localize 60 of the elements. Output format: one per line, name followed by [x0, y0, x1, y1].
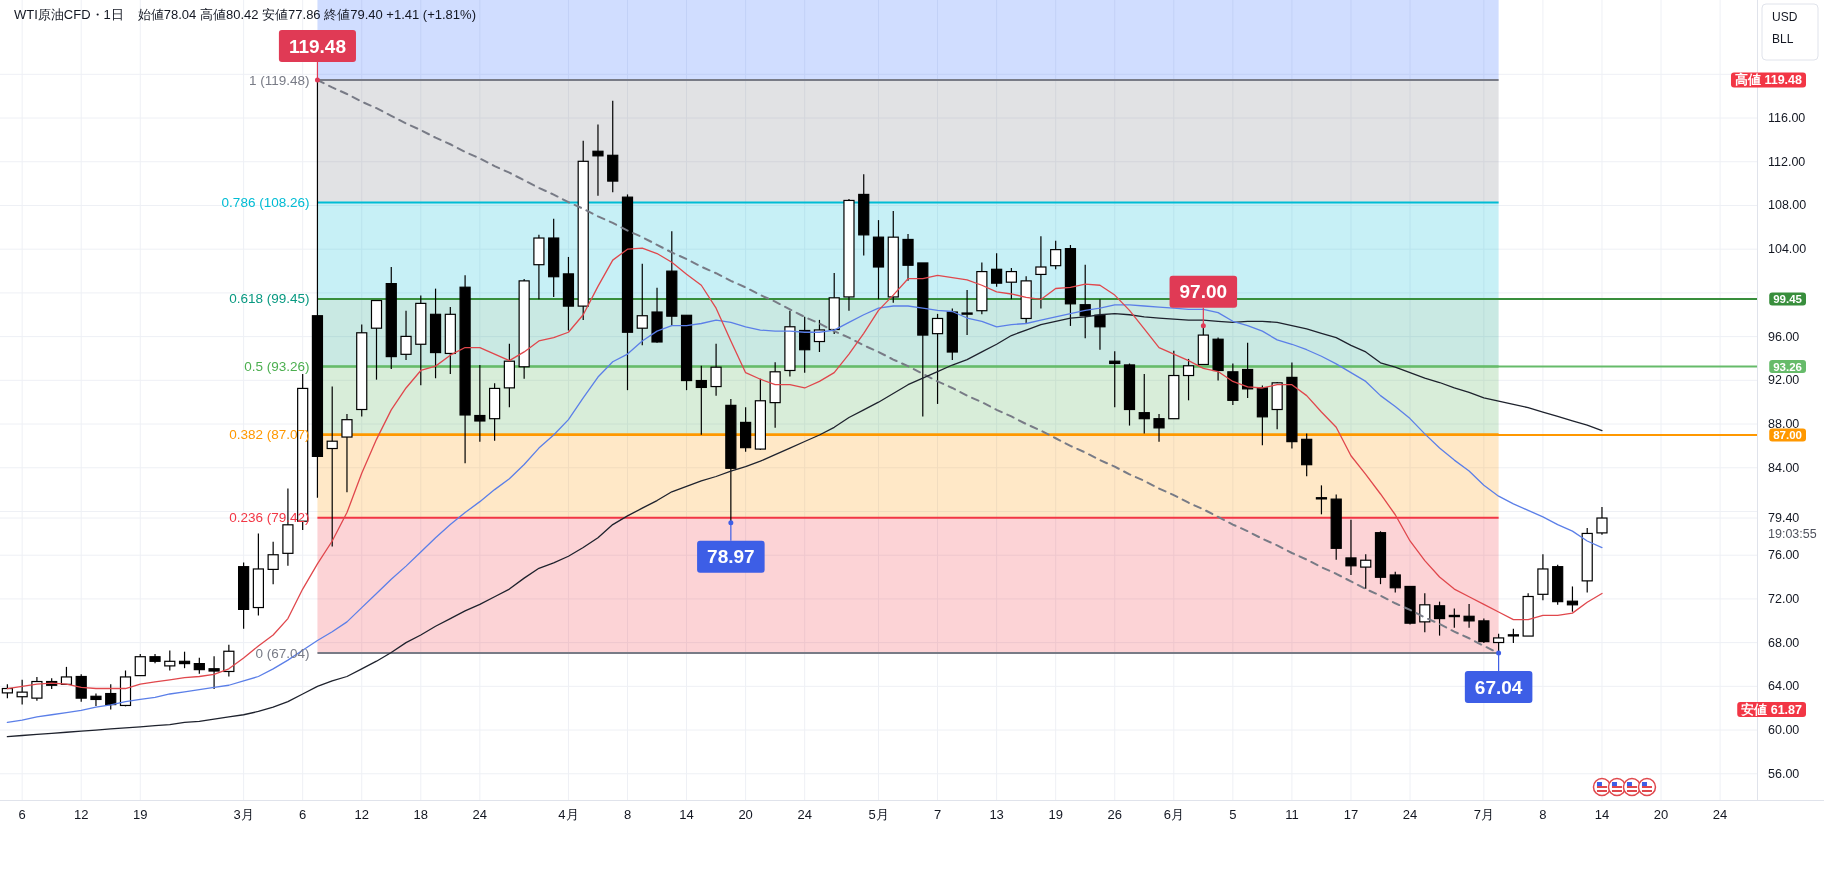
annotation: 安値 61.87	[1741, 701, 1803, 717]
xtick: 19	[1048, 806, 1063, 822]
xtick: 6	[299, 806, 307, 822]
band-label: 0.618 (99.45)	[229, 291, 310, 307]
xtick: 20	[1653, 806, 1669, 822]
header: WTI原油CFD・1日 始値78.04 高値80.42 安値77.86 終値79.40 +1.41 (+1.81%)	[14, 6, 476, 22]
xtick: 18	[413, 806, 429, 822]
price-tag: 安値 61.87	[1737, 702, 1806, 718]
xtick: 6	[18, 806, 26, 822]
ytick: 112.00	[1768, 154, 1806, 169]
ref-line-label: 93.26	[1773, 360, 1802, 373]
band-label: 0.786 (108.26)	[221, 195, 310, 211]
ytick: 76.00	[1768, 548, 1800, 563]
ref-line-label: 99.45	[1773, 292, 1803, 305]
xtick: 5	[1229, 806, 1237, 822]
ytick: 104.00	[1768, 242, 1807, 257]
ytick: 92.00	[1768, 373, 1800, 388]
ytick: 84.00	[1768, 460, 1800, 475]
xtick: 8	[1539, 806, 1547, 822]
xtick: 5月	[868, 806, 889, 822]
price-tag: 19:03:55	[1768, 527, 1817, 542]
ytick: 60.00	[1768, 723, 1800, 738]
ref-line-label: 87.00	[1769, 428, 1806, 442]
xtick: 11	[1285, 806, 1299, 822]
xtick: 24	[1402, 806, 1418, 822]
xtick: 26	[1107, 806, 1122, 822]
ytick: 64.00	[1768, 679, 1800, 694]
xtick: 6月	[1163, 806, 1184, 822]
ytick: 72.00	[1768, 591, 1800, 606]
xtick: 7	[933, 806, 942, 822]
xtick: 8	[623, 806, 632, 822]
xtick: 14	[679, 806, 694, 822]
band-label: 1 (119.48)	[248, 72, 310, 88]
ytick: 108.00	[1768, 198, 1807, 213]
xtick: 20	[738, 806, 753, 822]
ytick: 68.00	[1768, 635, 1800, 650]
xtick: 14	[1594, 806, 1610, 822]
xtick: 12	[73, 806, 89, 822]
xtick: 24	[1712, 806, 1728, 822]
ref-line-label: 93.26	[1769, 360, 1806, 374]
ytick: 79.40	[1768, 511, 1800, 526]
data-label: 78.97	[697, 540, 765, 573]
xtick: 7月	[1473, 806, 1494, 822]
xtick: 3月	[233, 806, 254, 822]
ref-line-label: 99.45	[1769, 292, 1806, 306]
xtick: 24	[472, 806, 488, 822]
xtick: 13	[989, 806, 1004, 822]
ytick: 96.00	[1768, 329, 1800, 344]
data-label: 97.00	[1169, 275, 1238, 308]
xtick: 12	[354, 806, 369, 822]
xtick: 4月	[558, 806, 579, 822]
xtick: 17	[1343, 806, 1359, 822]
ytick: 116.00	[1768, 111, 1806, 126]
xtick: 19	[133, 806, 148, 822]
data-label: 119.48	[278, 30, 356, 62]
ytick: 56.00	[1768, 766, 1800, 781]
xtick: 24	[797, 806, 812, 822]
data-label: 67.04	[1464, 671, 1533, 704]
band-label: 0.5 (93.26)	[244, 359, 310, 375]
units: USD BLL	[1761, 3, 1819, 61]
